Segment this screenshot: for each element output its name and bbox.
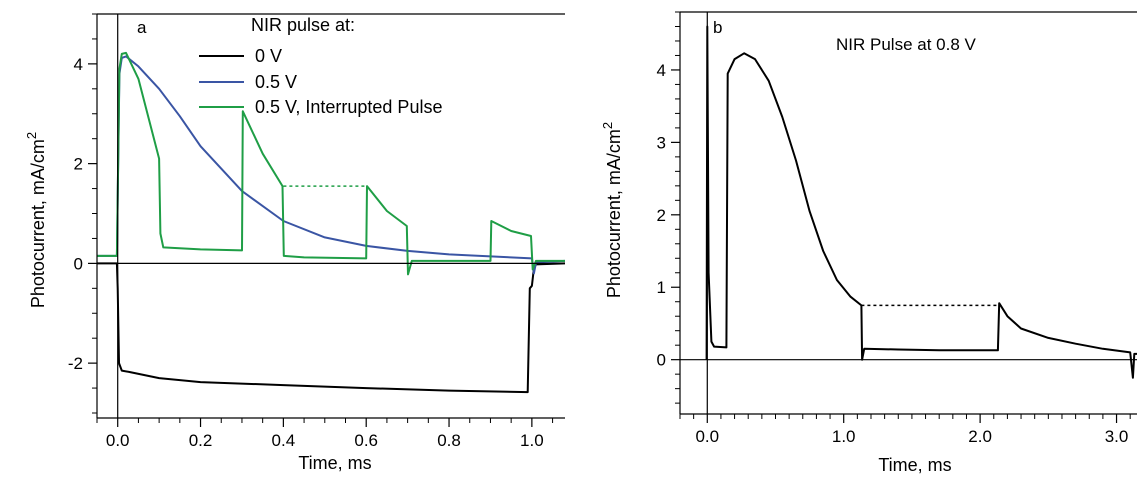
panel-a-x-axis-title: Time, ms	[298, 453, 371, 473]
legend-label-interrupted: 0.5 V, Interrupted Pulse	[255, 97, 442, 117]
x-tick-label: 0.6	[354, 431, 378, 450]
y-tick-label: 2	[657, 206, 666, 225]
panel-b-y-axis-title-main: Photocurrent, mA/cm	[604, 129, 624, 298]
legend-title: NIR pulse at:	[251, 15, 355, 35]
panel-a-y-axis-title-sup: 2	[24, 132, 39, 139]
x-tick-label: 1.0	[832, 427, 856, 446]
panel-b-ticks: 0.0 1.0 2.0 3.0 0 1 2 3 4	[657, 11, 1131, 446]
y-tick-label: 4	[74, 55, 83, 74]
x-tick-label: 1.0	[520, 431, 544, 450]
panel-b-series-lines	[705, 25, 1137, 379]
panel-b-label: b	[713, 18, 722, 37]
y-tick-label: 1	[657, 278, 666, 297]
panel-a-chart: 0.0 0.2 0.4 0.6 0.8 1.0 -2 0 2 4 a NIR pulse at: …	[24, 13, 566, 473]
panel-b-chart: 0.0 1.0 2.0 3.0 0 1 2 3 4 b NIR Pulse at 0.8 V T…	[600, 11, 1137, 475]
x-tick-label: 3.0	[1105, 427, 1129, 446]
x-tick-label: 0.0	[695, 427, 719, 446]
panel-a-y-axis-title-main: Photocurrent, mA/cm	[28, 139, 48, 308]
panel-a-y-axis-title: Photocurrent, mA/cm2	[24, 132, 48, 308]
x-tick-label: 2.0	[968, 427, 992, 446]
panel-b-y-axis-title: Photocurrent, mA/cm2	[600, 122, 624, 298]
y-tick-label: -2	[68, 354, 83, 373]
panel-a-ticks: 0.0 0.2 0.4 0.6 0.8 1.0 -2 0 2 4	[68, 13, 554, 450]
series-line-0-v	[97, 262, 566, 394]
panel-a-label: a	[137, 18, 147, 37]
panel-b-y-axis-title-sup: 2	[600, 122, 615, 129]
x-tick-label: 0.2	[189, 431, 213, 450]
y-tick-label: 0	[657, 351, 666, 370]
x-tick-label: 0.4	[272, 431, 296, 450]
series-line-trace	[705, 25, 1137, 379]
panel-a-axes	[96, 13, 565, 419]
y-tick-label: 0	[74, 254, 83, 273]
legend-label-0v: 0 V	[255, 46, 282, 66]
y-tick-label: 2	[74, 155, 83, 174]
panel-a-legend: NIR pulse at: 0 V 0.5 V 0.5 V, Interrupt…	[199, 15, 442, 117]
panel-b-annotation: NIR Pulse at 0.8 V	[836, 35, 977, 54]
panel-b-axes	[679, 11, 1137, 415]
x-tick-label: 0.0	[106, 431, 130, 450]
series-line-0-5-v-interrupted-pulse	[97, 51, 565, 276]
panel-a-series-lines	[97, 51, 566, 394]
y-tick-label: 3	[657, 133, 666, 152]
series-line-0-5-v	[97, 55, 566, 275]
x-tick-label: 0.8	[437, 431, 461, 450]
panel-b-x-axis-title: Time, ms	[878, 455, 951, 475]
legend-label-05v: 0.5 V	[255, 72, 297, 92]
y-tick-label: 4	[657, 61, 666, 80]
